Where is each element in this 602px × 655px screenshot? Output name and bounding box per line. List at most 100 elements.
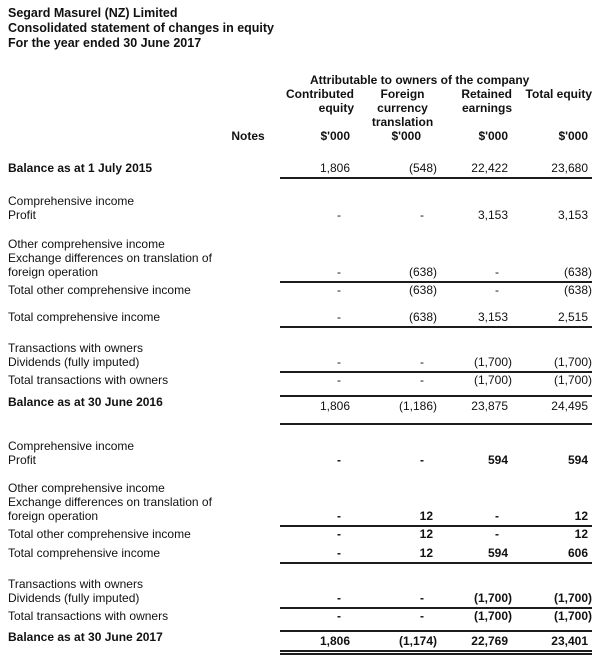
cell-value: (1,174) xyxy=(398,634,437,648)
cell-value: - xyxy=(337,373,341,387)
row-label: Balance as at 30 June 2017 xyxy=(8,630,163,644)
cell-value: 12 xyxy=(419,546,433,560)
cell-value: (638) xyxy=(408,283,437,297)
row-spacer xyxy=(8,297,592,310)
row-values: - - (1,700) (1,700) xyxy=(280,609,592,623)
cell-value: (638) xyxy=(563,265,592,279)
row-label: Dividends (fully imputed) xyxy=(8,355,140,369)
row-values: - (638) 3,153 2,515 xyxy=(280,310,592,328)
cell-value: (1,700) xyxy=(553,609,592,623)
cell-value: - xyxy=(495,527,499,541)
row-label: Comprehensive income xyxy=(8,194,135,208)
cell-value: (638) xyxy=(563,283,592,297)
table-row: foreign operation - (638) - (638) xyxy=(8,265,592,283)
unit-label: $'000 xyxy=(391,129,421,143)
cell-value: 23,680 xyxy=(551,161,588,175)
cell-value: - xyxy=(337,265,341,279)
cell-value: - xyxy=(337,208,341,222)
row-label: Transactions with owners xyxy=(8,341,143,355)
cell-value: 1,806 xyxy=(319,399,350,413)
cell-value: 3,153 xyxy=(557,208,588,222)
cell-value: - xyxy=(337,527,341,541)
row-label: Exchange differences on translation of xyxy=(8,251,212,265)
unit-label: $'000 xyxy=(558,129,588,143)
table-row: Transactions with owners xyxy=(8,341,592,355)
row-label: Profit xyxy=(8,453,37,467)
row-values: - (638) - (638) xyxy=(280,283,592,297)
row-label: foreign operation xyxy=(8,509,99,523)
statement-title: Consolidated statement of changes in equ… xyxy=(8,21,275,35)
row-label: Other comprehensive income xyxy=(8,237,165,251)
table-row: Exchange differences on translation of xyxy=(8,251,592,265)
cell-value: (548) xyxy=(408,161,437,175)
cell-value: - xyxy=(420,609,424,623)
cell-value: 12 xyxy=(574,509,588,523)
row-spacer xyxy=(8,328,592,341)
unit-label: $'000 xyxy=(320,129,350,143)
row-values: - 12 - 12 xyxy=(280,527,592,541)
cell-value: - xyxy=(337,591,341,605)
cell-value: (1,700) xyxy=(553,591,592,605)
cell-value: (1,186) xyxy=(398,399,437,413)
table-row: Total other comprehensive income - (638) - (… xyxy=(8,283,592,297)
cell-value: - xyxy=(420,591,424,605)
row-spacer xyxy=(8,623,592,630)
table-row: Comprehensive income xyxy=(8,194,592,208)
column-header-total-equity: Total equity xyxy=(525,87,592,101)
cell-value: - xyxy=(420,373,424,387)
cell-value: 12 xyxy=(574,527,588,541)
notes-header: Notes xyxy=(231,129,265,143)
table-row: Other comprehensive income xyxy=(8,481,592,495)
row-values: - - (1,700) (1,700) xyxy=(280,591,592,609)
cell-value: - xyxy=(420,208,424,222)
cell-value: (1,700) xyxy=(473,609,512,623)
table-row: Exchange differences on translation of xyxy=(8,495,592,509)
row-label: Total comprehensive income xyxy=(8,310,161,324)
row-spacer xyxy=(8,425,592,439)
cell-value: 594 xyxy=(487,453,508,467)
row-label: Total comprehensive income xyxy=(8,546,161,560)
cell-value: - xyxy=(337,546,341,560)
row-values: - 12 594 606 xyxy=(280,546,592,564)
row-values: - - 594 594 xyxy=(280,453,592,467)
row-label: Balance as at 1 July 2015 xyxy=(8,161,153,175)
table-row: Transactions with owners xyxy=(8,577,592,591)
cell-value: (1,700) xyxy=(473,591,512,605)
company-name: Segard Masurel (NZ) Limited xyxy=(8,6,178,20)
cell-value: - xyxy=(495,509,499,523)
row-values: 1,806 (548) 22,422 23,680 xyxy=(280,161,592,179)
row-label: Exchange differences on translation of xyxy=(8,495,212,509)
row-label: Balance as at 30 June 2016 xyxy=(8,395,163,409)
row-values: - (638) - (638) xyxy=(280,265,592,283)
cell-value: - xyxy=(337,609,341,623)
cell-value: 22,422 xyxy=(471,161,508,175)
cell-value: 594 xyxy=(487,546,508,560)
table-row: Other comprehensive income xyxy=(8,237,592,251)
row-label: Total transactions with owners xyxy=(8,609,169,623)
table-row: Total transactions with owners - - (1,700) (… xyxy=(8,609,592,623)
group-header-row: Attributable to owners of the company xyxy=(8,73,592,87)
column-headers-row: Contributed equity Foreign currency tran… xyxy=(8,87,592,129)
row-spacer xyxy=(8,387,592,395)
group-header: Attributable to owners of the company xyxy=(310,73,530,87)
table-row: Total other comprehensive income - 12 - 12 xyxy=(8,527,592,541)
row-label: Total other comprehensive income xyxy=(8,527,191,541)
table-row: Balance as at 30 June 2017 1,806 (1,174) 22… xyxy=(8,630,592,655)
table-row: Balance as at 30 June 2016 1,806 (1,186) 23… xyxy=(8,395,592,425)
cell-value: 594 xyxy=(567,453,588,467)
cell-value: (1,700) xyxy=(473,373,512,387)
cell-value: - xyxy=(420,453,424,467)
cell-value: (638) xyxy=(408,310,437,324)
cell-value: - xyxy=(495,265,499,279)
row-spacer xyxy=(8,467,592,481)
period-line: For the year ended 30 June 2017 xyxy=(8,36,202,50)
cell-value: - xyxy=(495,283,499,297)
cell-value: - xyxy=(337,355,341,369)
table-body: Balance as at 1 July 2015 1,806 (548) 22,42… xyxy=(8,143,592,655)
row-spacer xyxy=(8,143,592,161)
row-spacer xyxy=(8,222,592,237)
cell-value: 1,806 xyxy=(319,634,350,648)
row-label: Total other comprehensive income xyxy=(8,283,191,297)
table-row: Dividends (fully imputed) - - (1,700) (1,700… xyxy=(8,355,592,373)
